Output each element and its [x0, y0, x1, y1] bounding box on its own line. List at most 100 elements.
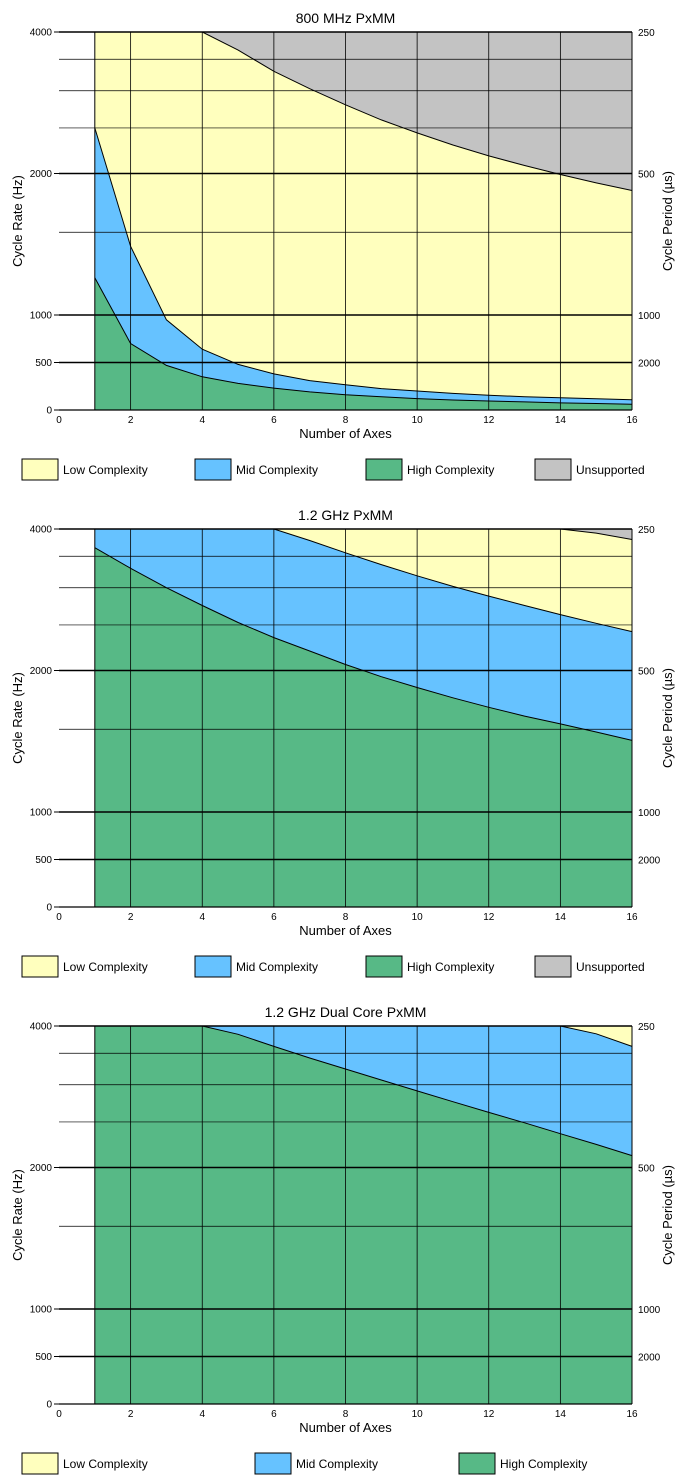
x-tick-label: 10: [412, 912, 424, 923]
y-tick-label: 0: [46, 1400, 52, 1411]
y-axis-label: Cycle Rate (Hz): [10, 672, 25, 764]
x-axis-label: Number of Axes: [299, 426, 392, 441]
area-high-complexity: [94, 547, 633, 907]
x-tick-label: 10: [412, 1409, 424, 1420]
legend-swatch-unsupported: [534, 955, 572, 978]
legend-swatch-low-complexity: [21, 955, 59, 978]
area-high-complexity: [94, 277, 633, 410]
y2-tick-label: 500: [638, 667, 655, 678]
legend-swatch-high-complexity: [365, 458, 403, 481]
y-tick-label: 2000: [30, 169, 53, 180]
y-tick-label: 0: [46, 903, 52, 914]
x-tick-label: 16: [626, 415, 638, 426]
x-tick-label: 6: [271, 415, 277, 426]
y-tick-label: 500: [35, 358, 52, 369]
legend-swatch-mid-complexity: [254, 1452, 292, 1475]
x-tick-label: 14: [555, 912, 567, 923]
y2-tick-label: 500: [638, 170, 655, 181]
y-tick-label: 1000: [30, 808, 53, 819]
y2-tick-label: 2000: [638, 359, 661, 370]
x-tick-label: 8: [343, 1409, 349, 1420]
y2-tick-label: 250: [638, 28, 655, 39]
x-tick-label: 16: [626, 1409, 638, 1420]
legend-label: High Complexity: [407, 463, 494, 477]
y2-tick-label: 500: [638, 1164, 655, 1175]
x-tick-label: 14: [555, 415, 567, 426]
y2-tick-label: 1000: [638, 1305, 661, 1316]
legend-label: High Complexity: [500, 1457, 587, 1471]
x-tick-label: 10: [412, 415, 424, 426]
y2-tick-label: 250: [638, 1022, 655, 1033]
curve-unsupported: [94, 31, 633, 191]
legend-label: Low Complexity: [63, 463, 148, 477]
curve-high-complexity: [94, 277, 633, 405]
y2-tick-label: 2000: [638, 856, 661, 867]
y2-axis-label: Cycle Period (µs): [660, 1165, 675, 1265]
legend-label: Unsupported: [576, 960, 645, 974]
y-tick-label: 4000: [30, 525, 53, 536]
y-tick-label: 4000: [30, 28, 53, 39]
x-tick-label: 8: [343, 415, 349, 426]
y-tick-label: 2000: [30, 666, 53, 677]
x-tick-label: 4: [199, 415, 205, 426]
legend-label: High Complexity: [407, 960, 494, 974]
legend-swatch-mid-complexity: [194, 458, 232, 481]
curve-high-complexity: [94, 547, 633, 741]
x-tick-label: 8: [343, 912, 349, 923]
x-tick-label: 2: [128, 912, 134, 923]
y-tick-label: 0: [46, 406, 52, 417]
chart-panel-3: 1.2 GHz Dual Core PxMM 0 500 1000 2000 4000 25…: [10, 1004, 675, 1475]
legend-label: Unsupported: [576, 463, 645, 477]
x-axis-label: Number of Axes: [299, 1420, 392, 1435]
chart-title: 1.2 GHz Dual Core PxMM: [265, 1004, 427, 1020]
legend-swatch-low-complexity: [21, 1452, 59, 1475]
y-tick-label: 4000: [30, 1022, 53, 1033]
area-unsupported: [94, 32, 633, 191]
x-tick-label: 2: [128, 415, 134, 426]
x-tick-label: 16: [626, 912, 638, 923]
legend-swatch-low-complexity: [21, 458, 59, 481]
x-axis-label: Number of Axes: [299, 923, 392, 938]
y-axis-label: Cycle Rate (Hz): [10, 1169, 25, 1261]
curve-mid-complexity: [94, 127, 633, 401]
legend-swatch-mid-complexity: [194, 955, 232, 978]
x-tick-label: 6: [271, 1409, 277, 1420]
curve-mid-complexity: [94, 1025, 633, 1047]
x-tick-label: 4: [199, 912, 205, 923]
legend-label: Mid Complexity: [236, 463, 318, 477]
legend-swatch-high-complexity: [458, 1452, 496, 1475]
x-tick-label: 0: [56, 912, 62, 923]
y2-tick-label: 1000: [638, 311, 661, 322]
y-tick-label: 1000: [30, 1305, 53, 1316]
curve-unsupported: [94, 528, 633, 540]
x-tick-label: 0: [56, 1409, 62, 1420]
x-tick-label: 4: [199, 1409, 205, 1420]
y2-axis-label: Cycle Period (µs): [660, 668, 675, 768]
y2-tick-label: 1000: [638, 808, 661, 819]
legend-label: Mid Complexity: [236, 960, 318, 974]
chart-title: 800 MHz PxMM: [296, 10, 396, 26]
y2-tick-label: 250: [638, 525, 655, 536]
area-unsupported: [94, 529, 633, 540]
y-tick-label: 500: [35, 1352, 52, 1363]
legend-label: Mid Complexity: [296, 1457, 378, 1471]
x-tick-label: 12: [483, 415, 495, 426]
x-tick-label: 6: [271, 912, 277, 923]
y-tick-label: 500: [35, 855, 52, 866]
legend-swatch-unsupported: [534, 458, 572, 481]
x-tick-label: 12: [483, 1409, 495, 1420]
y2-axis-label: Cycle Period (µs): [660, 171, 675, 271]
y-tick-label: 1000: [30, 311, 53, 322]
y-axis-label: Cycle Rate (Hz): [10, 175, 25, 267]
x-tick-label: 12: [483, 912, 495, 923]
x-tick-label: 0: [56, 415, 62, 426]
chart-title: 1.2 GHz PxMM: [298, 507, 393, 523]
legend-label: Low Complexity: [63, 960, 148, 974]
legend-label: Low Complexity: [63, 1457, 148, 1471]
y-tick-label: 2000: [30, 1163, 53, 1174]
y2-tick-label: 2000: [638, 1353, 661, 1364]
x-tick-label: 14: [555, 1409, 567, 1420]
